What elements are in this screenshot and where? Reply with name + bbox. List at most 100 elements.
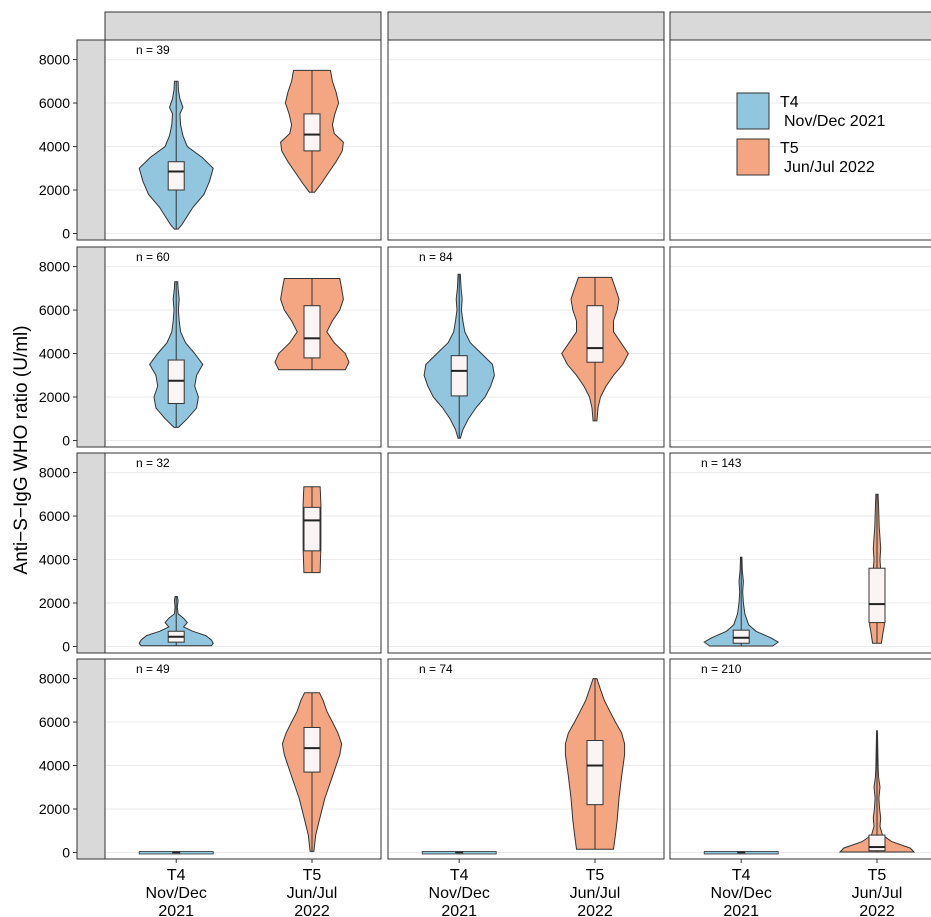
facet-panel — [387, 452, 665, 654]
y-tick-label: 2000 — [39, 182, 70, 198]
y-tick-label: 2000 — [39, 595, 70, 611]
legend-label: T4 — [780, 94, 799, 111]
y-tick-label: 8000 — [39, 52, 70, 68]
x-tick-label: 2022 — [294, 903, 330, 917]
x-tick-label: Jun/Jul — [570, 885, 621, 902]
box — [167, 161, 185, 191]
column-strips — [104, 11, 931, 41]
box — [303, 506, 321, 552]
panel-border — [669, 658, 931, 860]
x-tick-label: T4 — [732, 867, 751, 884]
x-axes: T4Nov/Dec2021T5Jun/Jul2022T4Nov/Dec2021T… — [146, 859, 903, 917]
legend: T4 Nov/Dec 2021 T5 Jun/Jul 2022 — [736, 92, 885, 176]
panel-background — [670, 453, 931, 653]
sample-size-label: n = 74 — [419, 662, 453, 676]
box — [450, 355, 468, 397]
legend-label: Nov/Dec 2021 — [784, 113, 885, 130]
x-tick-label: 2021 — [158, 903, 194, 917]
row-strip — [76, 39, 106, 241]
panel-background — [105, 247, 381, 447]
x-tick-label: 2021 — [441, 903, 477, 917]
panel-border — [104, 452, 382, 654]
sample-size-label: n = 143 — [701, 456, 742, 470]
y-tick-label: 6000 — [39, 714, 70, 730]
y-tick-label: 8000 — [39, 259, 70, 275]
y-axis-title: Anti−S−IgG WHO ratio (U/ml) — [11, 325, 32, 574]
y-tick-label: 2000 — [39, 389, 70, 405]
sample-size-label: n = 60 — [136, 250, 170, 264]
row-strips — [76, 39, 106, 860]
sample-size-label: n = 210 — [701, 662, 742, 676]
y-tick-label: 0 — [62, 638, 70, 654]
facet-panel — [669, 246, 931, 448]
panel-border — [387, 658, 665, 860]
box — [732, 629, 750, 644]
x-tick-label: T4 — [167, 867, 186, 884]
x-tick-label: T5 — [868, 867, 887, 884]
panel-border — [104, 246, 382, 448]
facet-panel — [387, 39, 665, 241]
facet-panel: n = 60 — [104, 246, 382, 448]
box — [586, 740, 604, 806]
column-strip — [104, 11, 382, 41]
box — [303, 305, 321, 359]
x-tick-label: T5 — [303, 867, 322, 884]
y-tick-label: 8000 — [39, 465, 70, 481]
facet-panel — [669, 39, 931, 241]
x-tick-label: Jun/Jul — [287, 885, 338, 902]
y-tick-label: 6000 — [39, 95, 70, 111]
x-tick-label: Nov/Dec — [711, 885, 772, 902]
box — [868, 567, 886, 624]
facet-panel: n = 49 — [104, 658, 382, 860]
y-tick-label: 0 — [62, 844, 70, 860]
column-strip — [669, 11, 931, 41]
y-tick-label: 4000 — [39, 552, 70, 568]
facet-panel: n = 143 — [669, 452, 931, 654]
panel-border — [669, 246, 931, 448]
x-tick-label: T5 — [586, 867, 605, 884]
y-tick-label: 2000 — [39, 801, 70, 817]
box — [303, 726, 321, 773]
sample-size-label: n = 39 — [136, 43, 170, 57]
column-strip — [387, 11, 665, 41]
panel-border — [104, 39, 382, 241]
facet-panel: n = 84 — [387, 246, 665, 448]
panel-background — [105, 659, 381, 859]
legend-label: Jun/Jul 2022 — [784, 159, 875, 176]
y-tick-label: 4000 — [39, 139, 70, 155]
panel-border — [669, 39, 931, 241]
sample-size-label: n = 32 — [136, 456, 170, 470]
panel-border — [387, 246, 665, 448]
panel-border — [669, 452, 931, 654]
facet-panel: n = 74 — [387, 658, 665, 860]
panel-background — [670, 659, 931, 859]
row-strip — [76, 452, 106, 654]
x-tick-label: 2022 — [577, 903, 613, 917]
box — [303, 113, 321, 152]
x-tick-label: Jun/Jul — [852, 885, 903, 902]
y-tick-label: 0 — [62, 432, 70, 448]
box — [868, 834, 886, 852]
y-tick-label: 4000 — [39, 346, 70, 362]
y-tick-label: 8000 — [39, 671, 70, 687]
sample-size-label: n = 84 — [419, 250, 453, 264]
box — [586, 305, 604, 363]
sample-size-label: n = 49 — [136, 662, 170, 676]
legend-label: T5 — [780, 140, 799, 157]
y-axes: 0 2000 4000 6000 8000 0 2000 4000 6000 8000 0 2000 4… — [39, 52, 77, 860]
y-tick-label: 6000 — [39, 302, 70, 318]
facet-panel: n = 210 — [669, 658, 931, 860]
panel-border — [387, 39, 665, 241]
row-strip — [76, 246, 106, 448]
panel-background — [388, 453, 664, 653]
x-tick-label: T4 — [450, 867, 469, 884]
box — [167, 359, 185, 405]
panel-background — [105, 453, 381, 653]
x-tick-label: 2021 — [723, 903, 759, 917]
panel-background — [670, 247, 931, 447]
panel-border — [104, 658, 382, 860]
panel-border — [387, 452, 665, 654]
row-strip — [76, 658, 106, 860]
panel-background — [670, 40, 931, 240]
